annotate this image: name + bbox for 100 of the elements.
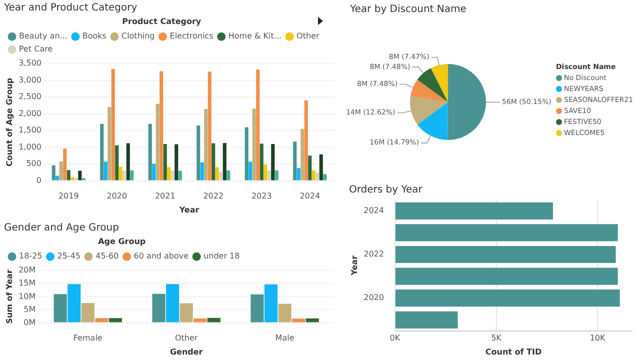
- bar: [395, 290, 620, 307]
- bar: [212, 143, 216, 180]
- bar: [267, 170, 271, 180]
- bar: [100, 124, 104, 180]
- bar: [74, 178, 78, 180]
- y-tick-label: 2020: [364, 293, 384, 302]
- legend-label: Electronics: [170, 32, 214, 41]
- bar: [252, 108, 256, 180]
- bar: [226, 170, 230, 180]
- x-tick-label: 0K: [390, 334, 401, 343]
- legend-label: Beauty an...: [19, 32, 68, 41]
- bar: [219, 172, 223, 180]
- y-tick-label: 1,500: [18, 126, 42, 135]
- bar: [256, 70, 260, 180]
- bar: [56, 176, 60, 180]
- y-tick-label: 2024: [364, 206, 384, 215]
- x-axis-title: Count of TID: [485, 347, 542, 356]
- bar: [395, 268, 618, 285]
- bar: [126, 143, 130, 180]
- bar: [207, 318, 220, 322]
- bar: [95, 318, 108, 322]
- chart-title: Year by Discount Name: [349, 3, 468, 17]
- x-tick-label: 2022: [203, 192, 224, 201]
- y-tick-label: 2022: [364, 250, 384, 259]
- legend-label: Other: [296, 32, 320, 41]
- bar: [118, 166, 122, 180]
- y-tick-label: 20M: [18, 266, 36, 275]
- y-tick-label: 3,000: [18, 75, 42, 84]
- bar: [296, 168, 300, 180]
- y-tick-label: 0: [36, 176, 42, 185]
- bar: [304, 100, 308, 180]
- bar: [59, 161, 63, 180]
- y-tick-label: 500: [26, 159, 42, 168]
- x-axis-title: Year: [178, 205, 200, 214]
- bar: [111, 68, 115, 180]
- legend-label: 60 and above: [134, 252, 189, 261]
- legend-label: 45-60: [95, 252, 119, 261]
- y-tick-label: 0M: [24, 318, 36, 327]
- x-tick-label: Female: [73, 334, 102, 343]
- x-tick-label: Male: [275, 334, 294, 343]
- bar: [271, 144, 275, 180]
- bar: [194, 318, 207, 322]
- y-tick-label: 5M: [24, 304, 36, 314]
- bar: [108, 318, 122, 322]
- x-tick-label: 10K: [590, 334, 606, 343]
- x-tick-label: 5K: [491, 334, 502, 343]
- legend-label: 18-25: [19, 252, 42, 261]
- bar: [163, 144, 167, 180]
- bar: [115, 145, 119, 180]
- bar: [395, 202, 553, 220]
- bar: [278, 304, 292, 322]
- bar: [152, 294, 166, 322]
- bar: [260, 144, 264, 180]
- x-tick-label: 2019: [58, 192, 79, 201]
- bar: [215, 167, 219, 180]
- bar: [160, 71, 164, 180]
- y-axis-title: Sum of Year: [4, 270, 14, 324]
- bar: [248, 162, 252, 180]
- bar: [52, 165, 56, 180]
- bar: [63, 148, 67, 180]
- bar: [308, 156, 312, 180]
- bar: [306, 318, 319, 322]
- y-tick-label: 3,500: [18, 58, 42, 68]
- y-tick-label: 15M: [18, 278, 36, 288]
- bar: [200, 162, 204, 180]
- bar: [208, 72, 212, 180]
- bar: [323, 174, 327, 180]
- bar: [166, 284, 180, 322]
- bar: [152, 164, 156, 180]
- bar: [70, 177, 74, 180]
- bar: [292, 318, 306, 322]
- bar: [170, 170, 174, 180]
- y-tick-label: 2,500: [18, 92, 42, 102]
- legend-label: Books: [82, 32, 106, 41]
- bar: [395, 311, 458, 328]
- bar: [274, 170, 278, 180]
- bar: [264, 164, 268, 180]
- bar: [156, 104, 160, 180]
- bar: [108, 107, 112, 180]
- bar: [316, 172, 320, 180]
- legend-label: Home & Kit...: [228, 32, 282, 41]
- bar: [122, 170, 126, 180]
- bar: [78, 170, 82, 180]
- bar: [54, 294, 67, 322]
- x-axis-title: Gender: [170, 347, 203, 356]
- legend-label: Pet Care: [19, 44, 53, 54]
- bar: [104, 162, 108, 180]
- bar: [68, 284, 81, 322]
- x-tick-label: 2023: [251, 192, 272, 201]
- bar: [66, 170, 70, 180]
- legend-label: Clothing: [121, 32, 155, 41]
- bar: [293, 142, 297, 180]
- bar: [222, 142, 226, 180]
- bar: [180, 303, 193, 322]
- bar: [167, 167, 171, 180]
- bar: [264, 284, 278, 322]
- legend-title: Age Group: [98, 237, 146, 246]
- bar: [178, 170, 182, 180]
- legend-label: 25-45: [57, 252, 80, 261]
- bar: [130, 170, 134, 180]
